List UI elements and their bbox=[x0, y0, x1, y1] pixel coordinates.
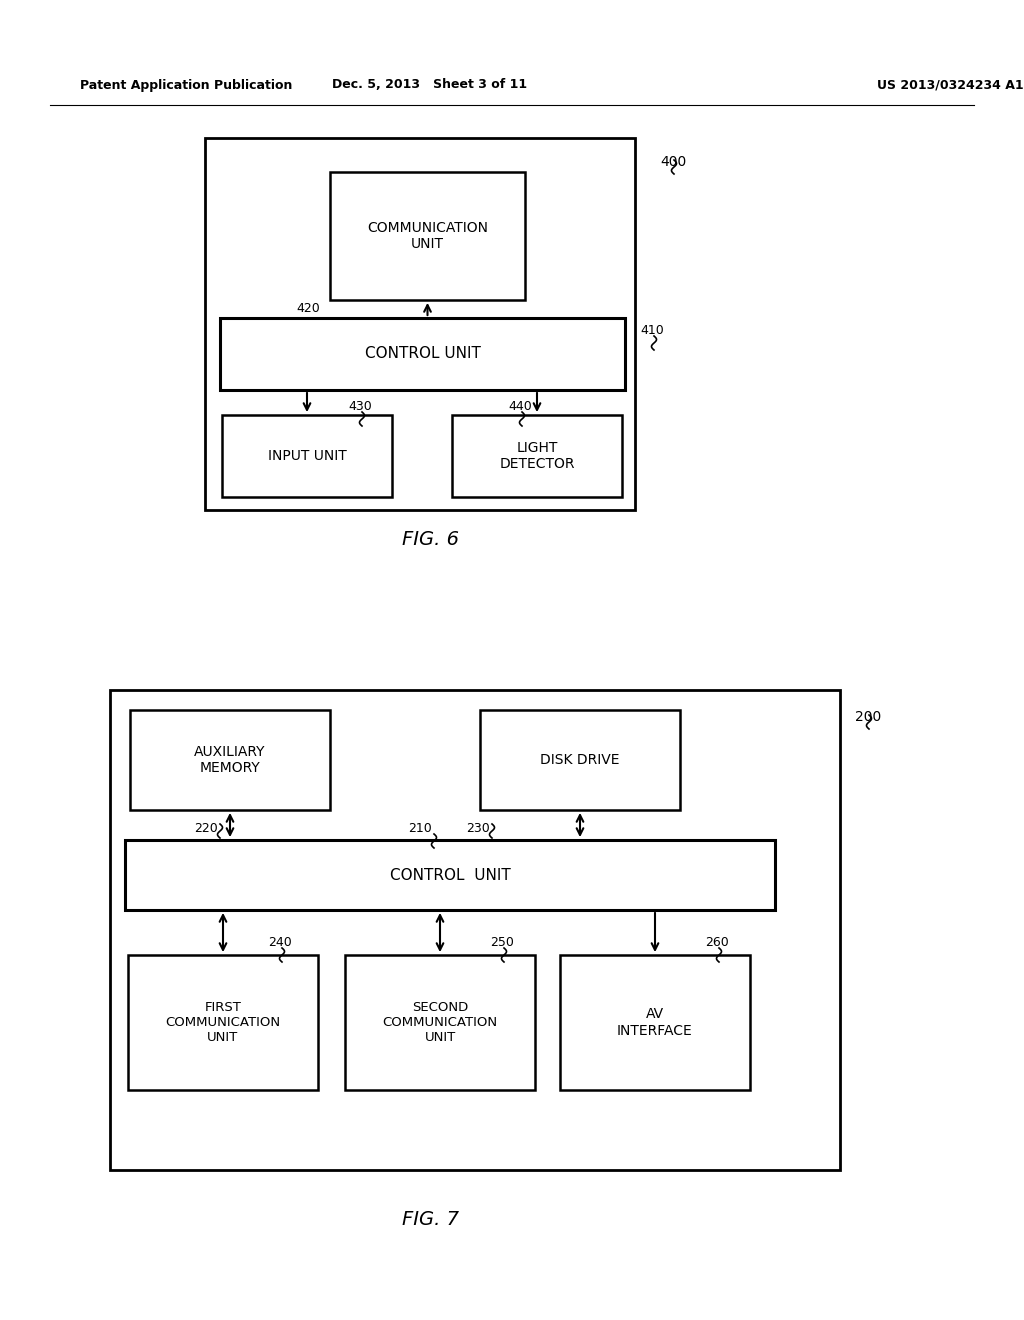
Text: AV
INTERFACE: AV INTERFACE bbox=[617, 1007, 693, 1038]
Text: 200: 200 bbox=[855, 710, 882, 723]
Text: 220: 220 bbox=[195, 821, 218, 834]
Text: LIGHT
DETECTOR: LIGHT DETECTOR bbox=[500, 441, 574, 471]
Text: COMMUNICATION
UNIT: COMMUNICATION UNIT bbox=[367, 220, 488, 251]
Text: 440: 440 bbox=[508, 400, 531, 412]
Text: 210: 210 bbox=[409, 821, 432, 834]
Text: 230: 230 bbox=[466, 821, 490, 834]
Text: 430: 430 bbox=[348, 400, 372, 412]
Text: 250: 250 bbox=[490, 936, 514, 949]
Text: FIRST
COMMUNICATION
UNIT: FIRST COMMUNICATION UNIT bbox=[166, 1001, 281, 1044]
Bar bbox=[345, 954, 535, 1090]
Text: Dec. 5, 2013   Sheet 3 of 11: Dec. 5, 2013 Sheet 3 of 11 bbox=[333, 78, 527, 91]
Bar bbox=[480, 710, 680, 810]
Text: CONTROL  UNIT: CONTROL UNIT bbox=[389, 867, 510, 883]
Text: INPUT UNIT: INPUT UNIT bbox=[267, 449, 346, 463]
Text: DISK DRIVE: DISK DRIVE bbox=[541, 752, 620, 767]
Text: FIG. 7: FIG. 7 bbox=[401, 1210, 459, 1229]
Bar bbox=[205, 139, 635, 510]
Text: US 2013/0324234 A1: US 2013/0324234 A1 bbox=[877, 78, 1023, 91]
Bar bbox=[128, 954, 318, 1090]
Text: Patent Application Publication: Patent Application Publication bbox=[80, 78, 293, 91]
Text: CONTROL UNIT: CONTROL UNIT bbox=[365, 346, 480, 362]
Bar bbox=[130, 710, 330, 810]
Text: 260: 260 bbox=[705, 936, 729, 949]
Bar bbox=[220, 318, 625, 389]
Bar bbox=[222, 414, 392, 498]
Bar bbox=[110, 690, 840, 1170]
Text: 240: 240 bbox=[268, 936, 292, 949]
Bar bbox=[125, 840, 775, 909]
Text: FIG. 6: FIG. 6 bbox=[401, 531, 459, 549]
Text: AUXILIARY
MEMORY: AUXILIARY MEMORY bbox=[195, 744, 266, 775]
Text: 410: 410 bbox=[640, 323, 664, 337]
Bar bbox=[330, 172, 525, 300]
Text: 420: 420 bbox=[296, 301, 319, 314]
Text: SECOND
COMMUNICATION
UNIT: SECOND COMMUNICATION UNIT bbox=[382, 1001, 498, 1044]
Bar bbox=[560, 954, 750, 1090]
Bar bbox=[452, 414, 622, 498]
Text: 400: 400 bbox=[660, 154, 686, 169]
